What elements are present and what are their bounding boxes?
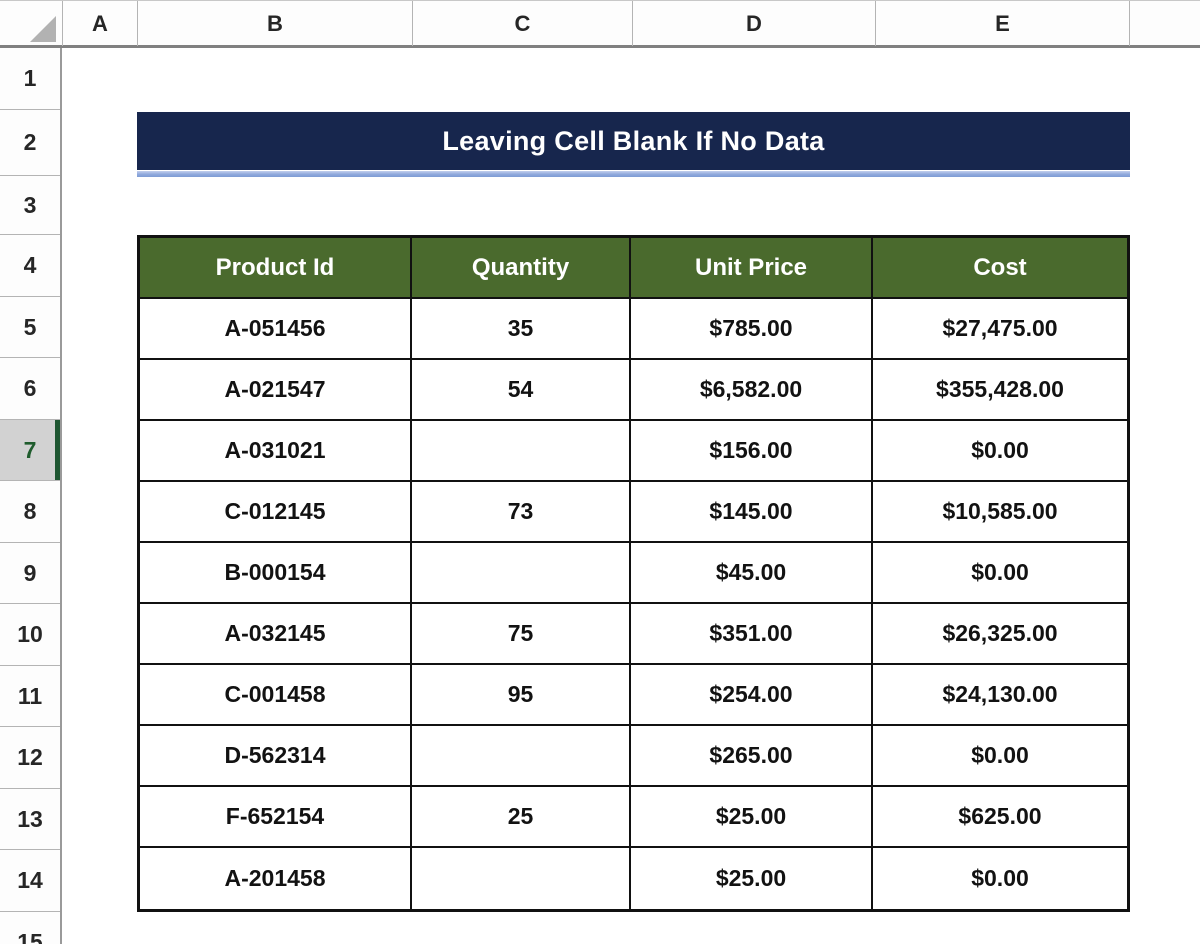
table-cell-b5[interactable]: A-051456 (140, 299, 412, 360)
table-header-unit-price[interactable]: Unit Price (631, 238, 873, 299)
table-cell-d8[interactable]: $145.00 (631, 482, 873, 543)
table-cell-e9[interactable]: $0.00 (873, 543, 1127, 604)
table-cell-b14[interactable]: A-201458 (140, 848, 412, 909)
table-cell-b12[interactable]: D-562314 (140, 726, 412, 787)
table-cell-d9[interactable]: $45.00 (631, 543, 873, 604)
table-cell-d10[interactable]: $351.00 (631, 604, 873, 665)
table-cell-e13[interactable]: $625.00 (873, 787, 1127, 848)
table-cell-d14[interactable]: $25.00 (631, 848, 873, 909)
table-cell-e5[interactable]: $27,475.00 (873, 299, 1127, 360)
row-header-12[interactable]: 12 (0, 727, 60, 789)
table-cell-b7[interactable]: A-031021 (140, 421, 412, 482)
row-header-14[interactable]: 14 (0, 850, 60, 912)
select-all-triangle-icon (30, 16, 56, 42)
column-header-b[interactable]: B (137, 1, 412, 46)
table-header-cost[interactable]: Cost (873, 238, 1127, 299)
row-header-11[interactable]: 11 (0, 666, 60, 727)
table-cell-b11[interactable]: C-001458 (140, 665, 412, 726)
row-header-6[interactable]: 6 (0, 358, 60, 420)
row-header-bar: 1 2 3 4 5 6 7 8 9 10 11 12 13 14 15 (0, 48, 62, 944)
row-header-7-selected[interactable]: 7 (0, 420, 60, 481)
row-header-10[interactable]: 10 (0, 604, 60, 666)
table-cell-b9[interactable]: B-000154 (140, 543, 412, 604)
row-header-8[interactable]: 8 (0, 481, 60, 543)
title-banner-cell[interactable]: Leaving Cell Blank If No Data (137, 112, 1130, 170)
table-cell-c12-blank[interactable] (412, 726, 631, 787)
row-header-4[interactable]: 4 (0, 235, 60, 297)
table-header-product-id[interactable]: Product Id (140, 238, 412, 299)
table-cell-c13[interactable]: 25 (412, 787, 631, 848)
column-header-a[interactable]: A (62, 1, 137, 46)
row-header-3[interactable]: 3 (0, 176, 60, 235)
table-cell-c14-blank[interactable] (412, 848, 631, 909)
table-cell-d13[interactable]: $25.00 (631, 787, 873, 848)
column-header-e[interactable]: E (875, 1, 1130, 46)
row-header-15[interactable]: 15 (0, 912, 60, 944)
table-cell-b6[interactable]: A-021547 (140, 360, 412, 421)
table-cell-e7[interactable]: $0.00 (873, 421, 1127, 482)
table-cell-e14[interactable]: $0.00 (873, 848, 1127, 909)
table-cell-d6[interactable]: $6,582.00 (631, 360, 873, 421)
table-cell-d7[interactable]: $156.00 (631, 421, 873, 482)
row-header-1[interactable]: 1 (0, 48, 60, 110)
table-cell-d11[interactable]: $254.00 (631, 665, 873, 726)
table-cell-c10[interactable]: 75 (412, 604, 631, 665)
select-all-corner[interactable] (0, 1, 62, 46)
table-cell-e6[interactable]: $355,428.00 (873, 360, 1127, 421)
table-cell-c9-blank[interactable] (412, 543, 631, 604)
table-cell-e10[interactable]: $26,325.00 (873, 604, 1127, 665)
table-cell-e8[interactable]: $10,585.00 (873, 482, 1127, 543)
column-header-c[interactable]: C (412, 1, 632, 46)
table-cell-c11[interactable]: 95 (412, 665, 631, 726)
table-cell-c6[interactable]: 54 (412, 360, 631, 421)
column-header-bar: A B C D E (0, 0, 1200, 48)
table-cell-b10[interactable]: A-032145 (140, 604, 412, 665)
row-header-9[interactable]: 9 (0, 543, 60, 604)
table-cell-d5[interactable]: $785.00 (631, 299, 873, 360)
table-cell-e11[interactable]: $24,130.00 (873, 665, 1127, 726)
table-header-quantity[interactable]: Quantity (412, 238, 631, 299)
table-cell-b13[interactable]: F-652154 (140, 787, 412, 848)
title-banner-underline (137, 171, 1130, 177)
table-cell-b8[interactable]: C-012145 (140, 482, 412, 543)
data-table: Product Id Quantity Unit Price Cost A-05… (137, 235, 1130, 912)
row-header-13[interactable]: 13 (0, 789, 60, 850)
table-cell-d12[interactable]: $265.00 (631, 726, 873, 787)
table-cell-c5[interactable]: 35 (412, 299, 631, 360)
row-header-5[interactable]: 5 (0, 297, 60, 358)
table-cell-c8[interactable]: 73 (412, 482, 631, 543)
table-cell-c7-blank[interactable] (412, 421, 631, 482)
row-header-2[interactable]: 2 (0, 110, 60, 176)
table-cell-e12[interactable]: $0.00 (873, 726, 1127, 787)
column-header-d[interactable]: D (632, 1, 875, 46)
